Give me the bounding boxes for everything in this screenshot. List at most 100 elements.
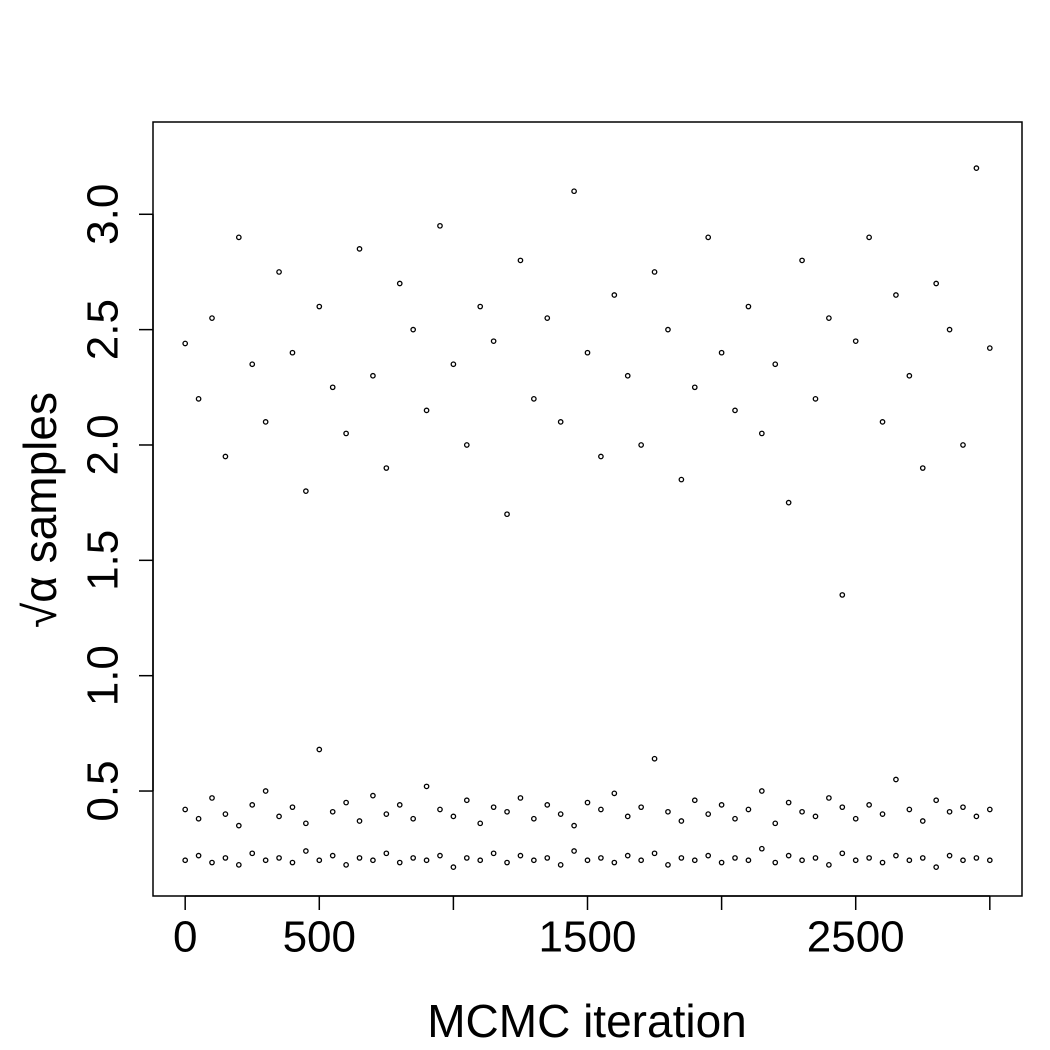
point	[946, 808, 953, 815]
point	[356, 855, 363, 861]
x-tick-label: 2500	[807, 913, 905, 962]
point	[517, 795, 524, 801]
point	[383, 465, 390, 471]
point	[584, 799, 591, 806]
point	[544, 855, 551, 861]
point	[758, 430, 765, 437]
point	[665, 326, 671, 333]
point	[826, 315, 832, 321]
point	[437, 222, 443, 229]
point	[852, 815, 859, 822]
point	[893, 292, 899, 298]
point	[678, 855, 685, 861]
point	[289, 349, 296, 356]
point	[933, 797, 940, 804]
x-tick-label: 1500	[539, 913, 637, 962]
point	[396, 859, 403, 866]
point	[531, 857, 537, 864]
point	[691, 857, 698, 864]
point	[262, 788, 269, 794]
y-tick-label: 1.0	[79, 645, 128, 706]
point	[785, 799, 792, 806]
point	[638, 442, 644, 448]
y-tick-label: 1.5	[79, 530, 128, 591]
point	[383, 811, 390, 817]
point	[718, 349, 725, 356]
point	[651, 850, 658, 857]
point	[839, 850, 846, 857]
point	[343, 862, 349, 868]
point	[718, 859, 725, 866]
point	[370, 372, 376, 379]
point	[423, 407, 430, 414]
point	[893, 776, 899, 783]
point	[986, 345, 993, 351]
point	[852, 857, 859, 864]
point	[517, 852, 524, 859]
y-tick-label: 2.0	[79, 414, 128, 475]
point	[182, 806, 189, 813]
point	[571, 848, 577, 854]
point	[209, 859, 215, 866]
point	[531, 395, 537, 402]
point	[785, 852, 792, 859]
point	[343, 430, 349, 437]
point	[437, 852, 443, 859]
point	[329, 852, 336, 859]
point	[946, 852, 953, 859]
point	[758, 788, 765, 794]
point	[879, 811, 886, 817]
point	[624, 813, 631, 820]
point	[396, 280, 403, 287]
point	[410, 815, 417, 822]
point	[906, 806, 913, 813]
point	[986, 806, 993, 813]
point	[329, 384, 336, 391]
point	[544, 315, 551, 321]
point	[665, 808, 671, 815]
point	[249, 361, 256, 368]
point	[490, 338, 497, 345]
point	[866, 855, 872, 861]
point	[195, 815, 202, 822]
point	[571, 822, 577, 829]
point	[598, 855, 604, 861]
point	[732, 855, 738, 861]
point	[879, 859, 886, 866]
x-axis-title: MCMC iteration	[427, 995, 747, 1047]
point	[289, 804, 296, 811]
point	[531, 815, 537, 822]
y-tick-label: 2.5	[79, 299, 128, 360]
point	[303, 848, 309, 854]
point	[678, 476, 685, 483]
point	[718, 802, 725, 808]
point	[557, 862, 564, 868]
point	[584, 349, 591, 356]
point	[343, 799, 349, 806]
point	[396, 802, 403, 808]
point	[463, 855, 470, 861]
point	[276, 269, 282, 275]
point	[611, 292, 618, 298]
point	[262, 419, 269, 425]
y-axis-title: √α samples	[14, 392, 66, 628]
point	[812, 855, 819, 861]
point	[557, 419, 564, 425]
point	[222, 811, 229, 817]
point	[839, 804, 846, 811]
point	[758, 845, 765, 852]
point	[477, 820, 484, 827]
point	[678, 818, 685, 824]
point	[598, 453, 604, 460]
x-tick-label: 0	[173, 913, 197, 962]
point	[316, 746, 323, 753]
point	[477, 857, 484, 864]
point	[960, 442, 966, 448]
point	[370, 857, 376, 864]
point	[235, 234, 242, 241]
point	[504, 859, 510, 866]
point	[624, 852, 631, 859]
point	[691, 384, 698, 391]
point	[826, 795, 832, 801]
